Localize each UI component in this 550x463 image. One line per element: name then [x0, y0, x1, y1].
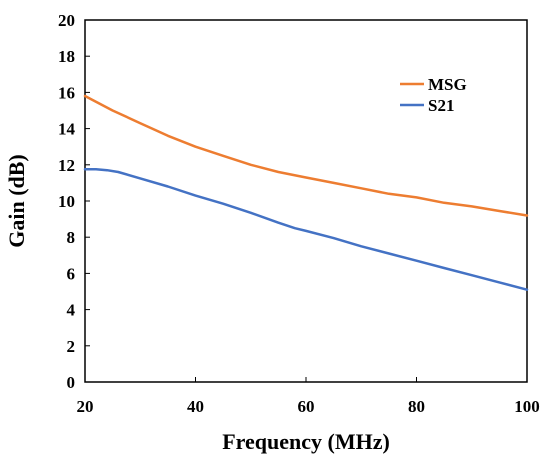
legend-label-s21: S21 — [428, 96, 454, 115]
series-layer — [83, 94, 529, 291]
y-tick-label: 2 — [67, 337, 76, 356]
y-tick-label: 18 — [58, 47, 75, 66]
legend: MSG S21 — [400, 75, 467, 115]
y-axis-title: Gain (dB) — [4, 154, 29, 248]
x-axis: 20 40 60 80 100 — [77, 377, 540, 416]
x-tick-label: 20 — [77, 397, 94, 416]
y-tick-label: 4 — [67, 301, 76, 320]
y-tick-label: 16 — [58, 83, 75, 102]
series-line-msg — [83, 94, 529, 217]
legend-label-msg: MSG — [428, 75, 467, 94]
y-tick-label: 12 — [58, 156, 75, 175]
series-line-s21 — [83, 168, 529, 291]
x-tick-label: 40 — [187, 397, 204, 416]
y-tick-label: 6 — [67, 264, 76, 283]
y-axis: 0 2 4 6 8 10 12 14 16 18 20 — [58, 11, 90, 392]
y-tick-label: 0 — [67, 373, 76, 392]
x-axis-title: Frequency (MHz) — [222, 429, 390, 454]
x-tick-label: 80 — [408, 397, 425, 416]
y-tick-label: 8 — [67, 228, 76, 247]
x-tick-label: 100 — [514, 397, 540, 416]
x-tick-label: 60 — [298, 397, 315, 416]
y-tick-label: 20 — [58, 11, 75, 30]
y-tick-label: 14 — [58, 120, 76, 139]
y-tick-label: 10 — [58, 192, 75, 211]
